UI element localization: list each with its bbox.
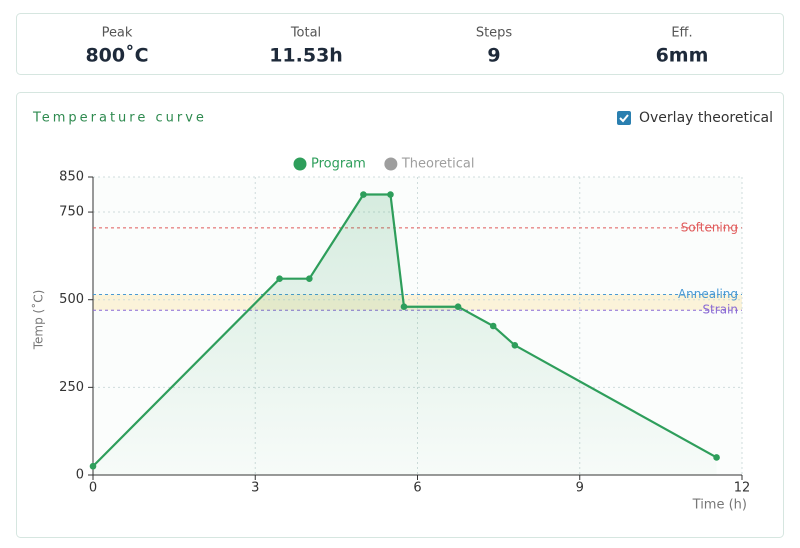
stat-value: 9 — [487, 45, 500, 67]
point — [276, 275, 283, 282]
y-tick-label: 250 — [59, 380, 84, 395]
x-tick-label: 3 — [251, 481, 259, 496]
panel-title: Temperature curve — [32, 111, 207, 126]
line — [92, 193, 718, 468]
x-tick-label: 12 — [734, 481, 751, 496]
point — [360, 191, 367, 198]
reference-label: Annealing — [678, 287, 738, 301]
point — [713, 454, 720, 461]
point — [89, 462, 97, 470]
checkbox-box[interactable] — [617, 111, 631, 125]
stat-label: Eff. — [671, 26, 692, 41]
legend-swatch — [293, 157, 307, 171]
legend-label: Theoretical — [401, 157, 475, 172]
y-tick-label: 500 — [59, 292, 84, 307]
stats-card — [16, 13, 784, 75]
point — [511, 341, 519, 349]
legend-label: Program — [311, 157, 366, 172]
stat-value: 6mm — [656, 45, 709, 67]
point — [306, 275, 313, 282]
stat-value: 11.53h — [269, 45, 343, 67]
area — [93, 194, 717, 475]
stat-value: 800˚C — [85, 44, 148, 67]
stat-label: Steps — [476, 26, 513, 41]
x-tick-label: 6 — [413, 481, 421, 496]
reference-label: Softening — [681, 220, 738, 234]
checkmark — [619, 114, 629, 123]
point — [489, 322, 497, 330]
x-axis-label: Time (h) — [692, 498, 747, 513]
stat-label: Peak — [102, 26, 133, 41]
point — [387, 191, 394, 198]
checkbox-label[interactable]: Overlay theoretical — [639, 110, 773, 126]
point — [400, 303, 408, 311]
point — [454, 303, 462, 311]
x-tick-label: 9 — [576, 481, 584, 496]
y-tick-label: 0 — [76, 468, 84, 483]
y-tick-label: 850 — [59, 170, 84, 185]
y-tick-label: 750 — [59, 205, 84, 220]
overlay-checkbox[interactable]: Overlay theoretical — [617, 110, 773, 126]
legend-swatch — [384, 157, 398, 171]
y-axis-label: Temp (˚C) — [31, 290, 46, 351]
reference-label: Strain — [702, 303, 738, 317]
stat-label: Total — [290, 26, 321, 41]
x-tick-label: 0 — [89, 481, 97, 496]
